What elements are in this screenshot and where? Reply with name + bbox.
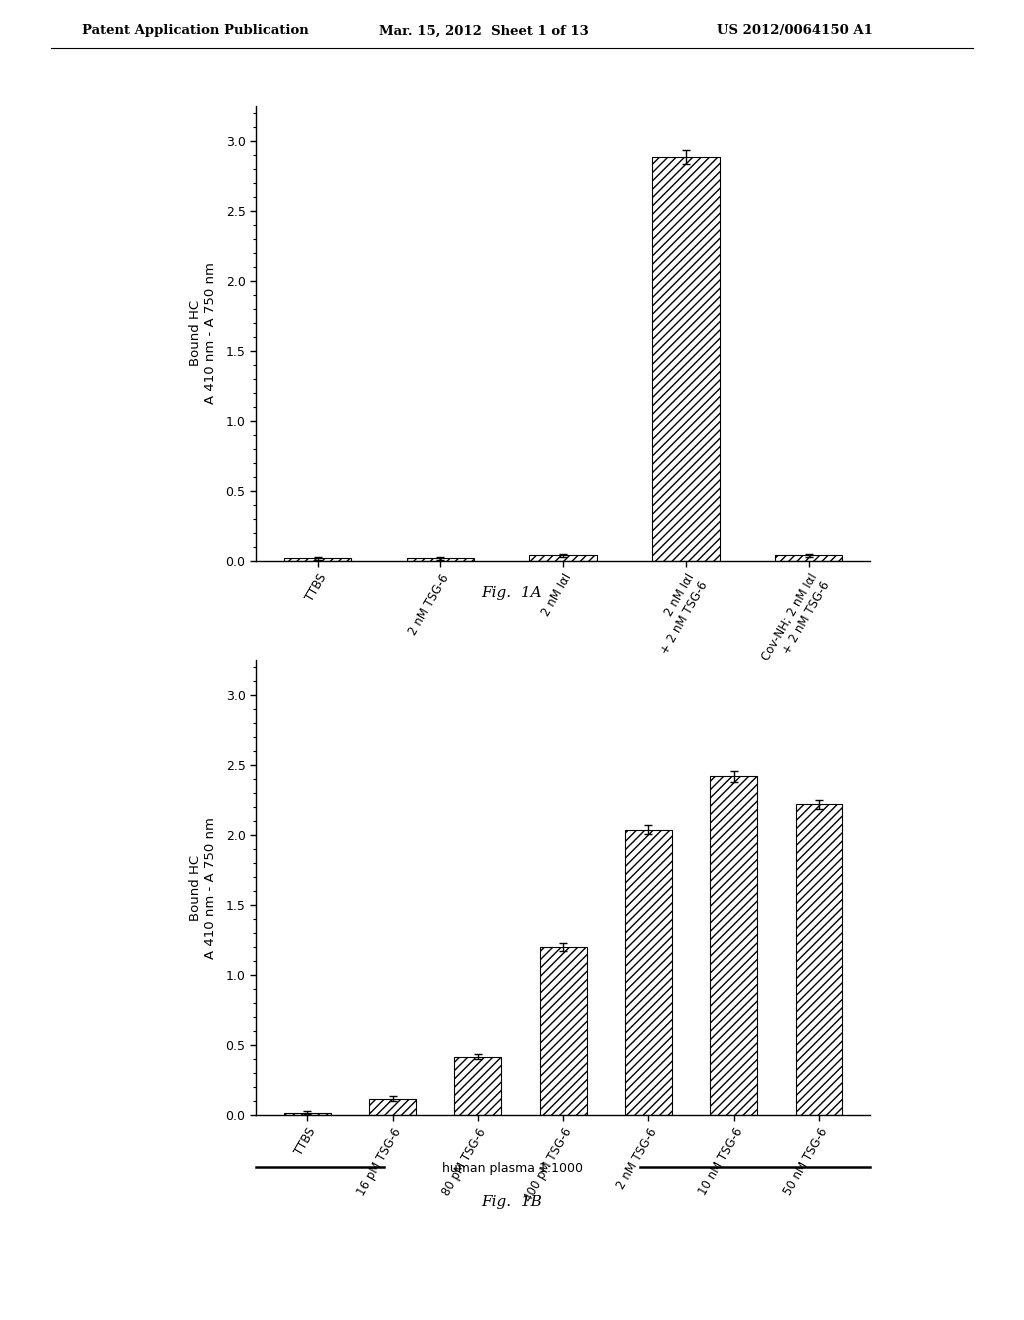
Text: Patent Application Publication: Patent Application Publication — [82, 24, 308, 37]
Y-axis label: Bound HC
A 410 nm - A 750 nm: Bound HC A 410 nm - A 750 nm — [189, 817, 217, 958]
Bar — [529, 556, 597, 561]
Y-axis label: Bound HC
A 410 nm - A 750 nm: Bound HC A 410 nm - A 750 nm — [189, 263, 217, 404]
Bar — [652, 157, 720, 561]
Bar — [625, 829, 672, 1115]
Text: Mar. 15, 2012  Sheet 1 of 13: Mar. 15, 2012 Sheet 1 of 13 — [379, 24, 589, 37]
Text: human plasma 1:1000: human plasma 1:1000 — [441, 1162, 583, 1175]
Bar — [370, 1098, 416, 1115]
Text: Fig.  1B: Fig. 1B — [481, 1196, 543, 1209]
Bar — [540, 948, 587, 1115]
Bar — [711, 776, 757, 1115]
Bar — [407, 558, 474, 561]
Text: US 2012/0064150 A1: US 2012/0064150 A1 — [717, 24, 872, 37]
Bar — [796, 804, 843, 1115]
Bar — [455, 1056, 502, 1115]
Text: Fig.  1A: Fig. 1A — [481, 586, 543, 599]
Bar — [284, 1113, 331, 1115]
Bar — [775, 556, 843, 561]
Bar — [284, 558, 351, 561]
